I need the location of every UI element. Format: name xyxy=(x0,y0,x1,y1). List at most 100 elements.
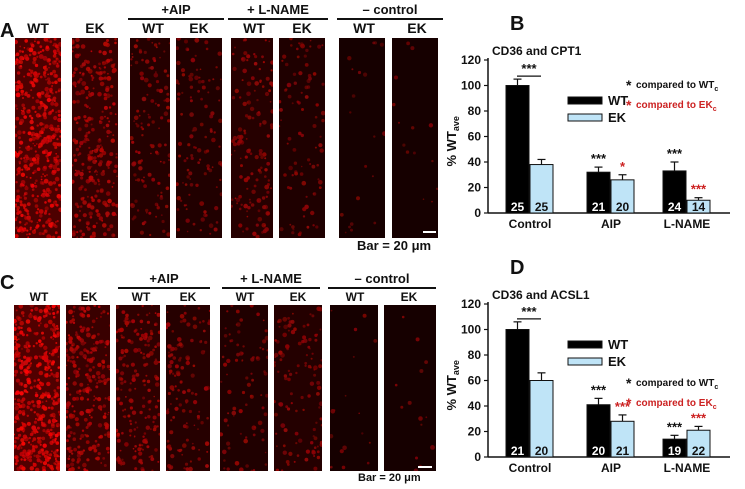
y-tick-label: 100 xyxy=(461,79,481,93)
micrograph-texture xyxy=(274,305,322,471)
y-tick-label: 60 xyxy=(468,130,482,144)
y-tick-label: 20 xyxy=(468,425,482,439)
x-tick-label: L-NAME xyxy=(664,461,711,475)
x-tick-label: AIP xyxy=(601,217,621,231)
strip-label-ek-control: EK xyxy=(407,20,427,36)
micrograph-texture xyxy=(72,38,118,238)
significance-mark: *** xyxy=(691,410,707,425)
n-label: 20 xyxy=(592,444,606,458)
y-tick-label: 40 xyxy=(468,155,482,169)
group-line-control-c xyxy=(328,287,436,289)
significance-mark: *** xyxy=(667,419,683,434)
strip-label-ek-1: EK xyxy=(85,20,105,36)
micrograph-ek-aip-c xyxy=(166,305,210,471)
strip-label-wt-aip-c: WT xyxy=(131,290,151,304)
micrograph-texture xyxy=(330,305,378,471)
strip-label-wt-lname-c: WT xyxy=(235,290,255,304)
n-label: 25 xyxy=(535,200,549,214)
group-line-aip-c xyxy=(118,287,210,289)
legend-swatch xyxy=(567,113,603,122)
legend-swatch xyxy=(567,357,603,366)
legend-asterisk: * xyxy=(626,395,632,411)
scale-bar-label: Bar = 20 μm xyxy=(357,238,432,253)
micrograph-ek-lname-c xyxy=(274,305,322,471)
bar-wt xyxy=(505,85,530,214)
panel-letter: D xyxy=(510,257,524,279)
strip-label-wt-1-c: WT xyxy=(29,290,49,304)
micrograph-texture xyxy=(339,38,385,238)
bracket-significance: *** xyxy=(521,61,537,76)
group-line-lname xyxy=(228,18,328,20)
strip-label-ek-aip-c: EK xyxy=(179,290,197,304)
bar-chart-b: B CD36 and CPT1 % WTave 0 20 40 60 80 100 120 Cont… xyxy=(444,13,730,231)
micrograph-ek-lname xyxy=(279,38,325,238)
n-label: 19 xyxy=(668,444,682,458)
scale-bar-label-c: Bar = 20 μm xyxy=(358,472,421,484)
y-tick-label: 0 xyxy=(474,206,481,220)
micrograph-texture xyxy=(15,38,61,238)
y-axis-label: % WTave xyxy=(444,360,461,410)
y-tick-label: 80 xyxy=(468,348,482,362)
bar-wt xyxy=(505,329,530,458)
y-tick-label: 100 xyxy=(461,323,481,337)
y-tick-label: 0 xyxy=(474,450,481,464)
legend-label: EK xyxy=(608,110,627,125)
strip-label-ek-aip: EK xyxy=(189,20,209,36)
legend-note: compared to EKc xyxy=(636,100,717,113)
chart-title: CD36 and ACSL1 xyxy=(492,288,590,302)
micrograph-wt-aip xyxy=(130,38,170,238)
micrograph-wt xyxy=(15,38,61,238)
x-tick-label: L-NAME xyxy=(664,217,711,231)
micrograph-wt-control-c xyxy=(330,305,378,471)
group-line-control xyxy=(337,18,443,20)
legend-note: compared to EKc xyxy=(636,398,717,411)
strip-label-ek-lname: EK xyxy=(292,20,312,36)
x-tick-label: Control xyxy=(509,461,552,475)
y-tick-label: 40 xyxy=(468,399,482,413)
group-label-lname-c: + L-NAME xyxy=(240,271,302,286)
significance-mark: *** xyxy=(591,382,607,397)
legend-asterisk: * xyxy=(626,97,632,113)
strip-label-wt-control-c: WT xyxy=(345,290,365,304)
group-label-aip-c: +AIP xyxy=(149,271,179,286)
n-label: 21 xyxy=(592,200,606,214)
micrograph-ek-aip xyxy=(176,38,222,238)
y-tick-label: 80 xyxy=(468,104,482,118)
micrograph-texture xyxy=(116,305,160,471)
legend-label: WT xyxy=(608,93,628,108)
y-tick-label: 120 xyxy=(461,297,481,311)
y-tick-label: 20 xyxy=(468,181,482,195)
micrograph-texture xyxy=(392,38,438,238)
micrograph-texture xyxy=(176,38,222,238)
legend-label: EK xyxy=(608,354,627,369)
strip-label-wt-control: WT xyxy=(353,20,375,36)
legend-note: compared to WTc xyxy=(636,378,718,391)
legend-swatch xyxy=(567,96,603,105)
n-label: 20 xyxy=(535,444,549,458)
micrograph-ek-control-c xyxy=(384,305,436,471)
significance-mark: * xyxy=(620,159,626,174)
strip-label-ek-control-c: EK xyxy=(400,290,418,304)
n-label: 22 xyxy=(692,444,706,458)
strip-label-wt-lname: WT xyxy=(243,20,265,36)
x-tick-label: AIP xyxy=(601,461,621,475)
significance-mark: *** xyxy=(615,399,631,414)
y-axis-label: % WTave xyxy=(444,116,461,166)
n-label: 14 xyxy=(692,200,706,214)
panel-letter: B xyxy=(510,13,524,35)
micrograph-texture xyxy=(66,305,110,471)
group-label-lname: + L-NAME xyxy=(247,2,309,17)
scale-bar-c xyxy=(418,466,432,468)
micrograph-texture xyxy=(220,305,268,471)
micrograph-wt-lname-c xyxy=(220,305,268,471)
n-label: 24 xyxy=(668,200,682,214)
legend-swatch xyxy=(567,340,603,349)
legend-note: compared to WTc xyxy=(636,80,718,93)
group-label-control-c: – control xyxy=(354,271,410,286)
strip-label-wt-1: WT xyxy=(27,20,49,36)
micrograph-ek-c xyxy=(66,305,110,471)
bracket-significance: *** xyxy=(521,304,537,319)
y-tick-label: 60 xyxy=(468,374,482,388)
micrograph-wt-lname xyxy=(231,38,273,238)
strip-label-wt-aip: WT xyxy=(142,20,164,36)
